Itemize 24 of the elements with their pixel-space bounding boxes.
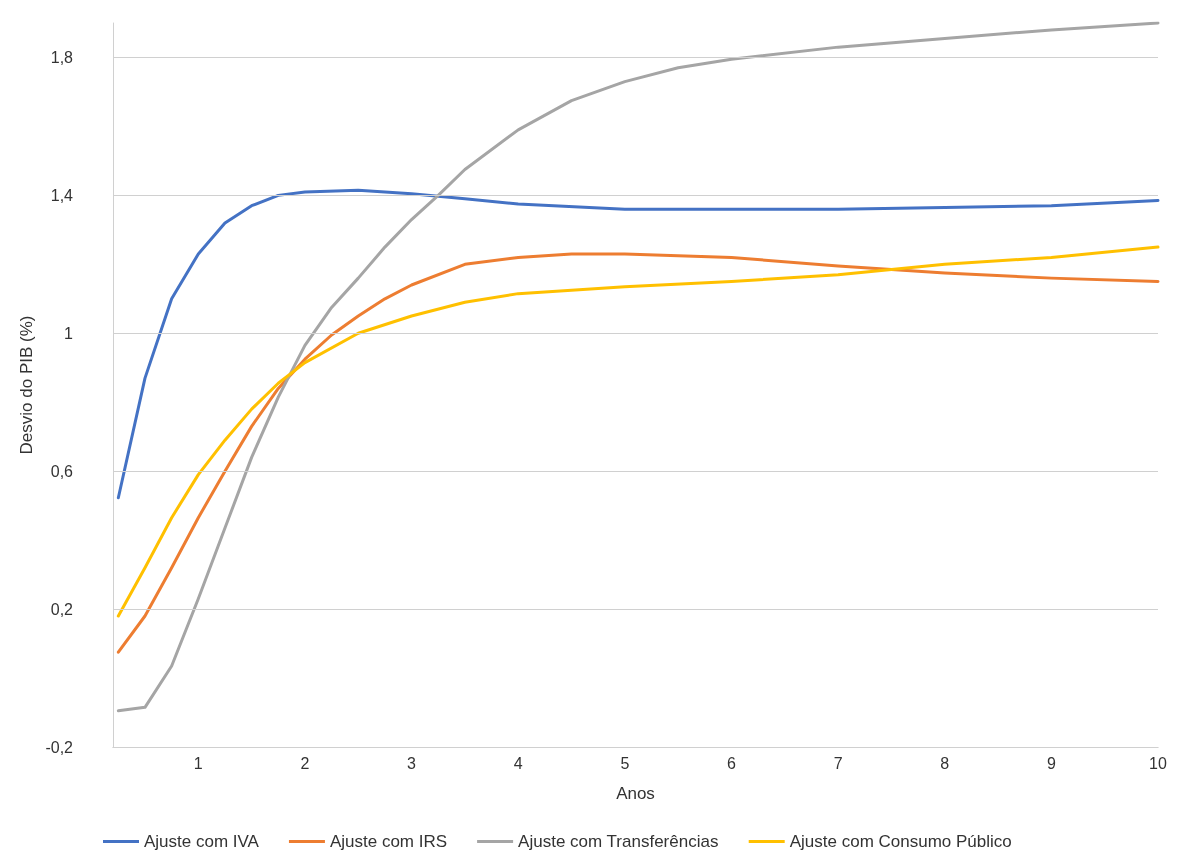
x-tick-label: 3 (407, 754, 417, 772)
x-axis-title: Anos (616, 784, 655, 803)
x-tick-label: 10 (1149, 754, 1167, 772)
legend-label: Ajuste com IVA (144, 832, 260, 851)
legend-label: Ajuste com Consumo Público (789, 832, 1012, 851)
y-axis-title: Desvio do PIB (%) (16, 315, 36, 455)
x-tick-label: 2 (300, 754, 310, 772)
x-tick-label: 6 (727, 754, 737, 772)
y-tick-label: 0,6 (50, 462, 74, 480)
y-tick-label: 1,4 (50, 186, 74, 204)
x-tick-label: 8 (940, 754, 950, 772)
y-tick-label: -0,2 (45, 738, 74, 756)
x-tick-label: 1 (193, 754, 203, 772)
x-tick-label: 7 (833, 754, 843, 772)
line-series (116, 21, 1160, 713)
legend-label: Ajuste com Transferências (518, 832, 719, 851)
legend-label: Ajuste com IRS (329, 832, 448, 851)
x-tick-label: 4 (513, 754, 523, 772)
y-tick-label: 1,8 (50, 48, 74, 66)
x-tick-label: 9 (1046, 754, 1056, 772)
x-tick-label: 5 (620, 754, 630, 772)
y-tick-label: 0,2 (50, 600, 74, 618)
line-series (116, 188, 1160, 500)
y-tick-label: 1 (64, 324, 74, 342)
